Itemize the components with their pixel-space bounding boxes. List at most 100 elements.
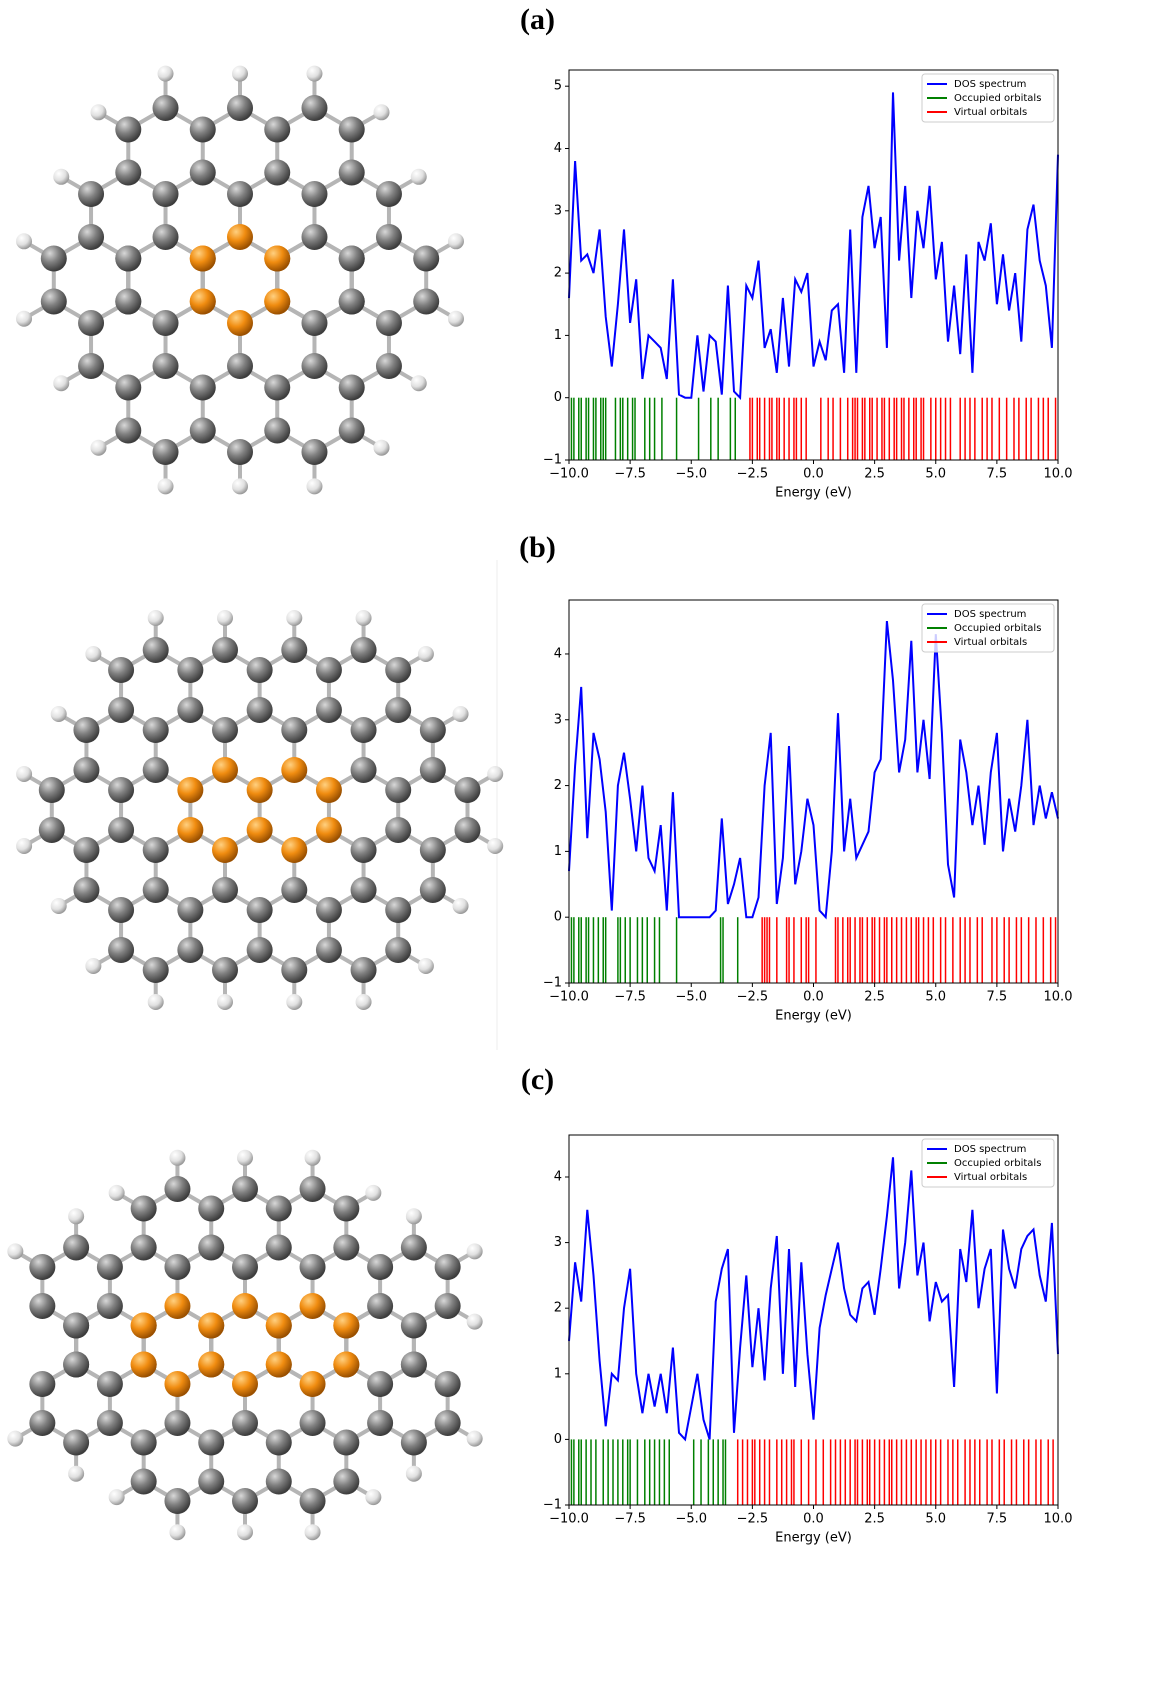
- hydrogen-atom: [467, 1431, 483, 1447]
- carbon-atom: [73, 757, 99, 783]
- carbon-atom: [164, 1410, 190, 1436]
- x-tick-label: 5.0: [925, 990, 946, 1005]
- hydrogen-atom: [356, 610, 372, 626]
- carbon-atom: [108, 897, 134, 923]
- carbon-atom: [198, 1469, 224, 1495]
- hydrogen-atom: [365, 1489, 381, 1505]
- carbon-atom: [401, 1352, 427, 1378]
- carbon-atom: [351, 757, 377, 783]
- dos-line: [569, 621, 1058, 917]
- boron-atom: [247, 777, 273, 803]
- x-tick-label: −5.0: [675, 467, 707, 482]
- chart-title: (a): [520, 3, 555, 36]
- carbon-atom: [29, 1293, 55, 1319]
- carbon-atom: [413, 246, 439, 272]
- carbon-atom: [153, 310, 179, 336]
- hydrogen-atom: [448, 233, 464, 249]
- hydrogen-atom: [237, 1524, 253, 1540]
- carbon-atom: [190, 160, 216, 186]
- boron-atom: [281, 837, 307, 863]
- x-axis-label: Energy (eV): [775, 486, 852, 501]
- carbon-atom: [63, 1430, 89, 1456]
- y-tick-label: −1: [543, 1498, 562, 1513]
- carbon-atom: [63, 1352, 89, 1378]
- boron-atom: [212, 837, 238, 863]
- carbon-atom: [367, 1293, 393, 1319]
- carbon-atom: [29, 1254, 55, 1280]
- carbon-atom: [247, 937, 273, 963]
- carbon-atom: [63, 1313, 89, 1339]
- y-tick-label: 2: [554, 1301, 562, 1316]
- carbon-atom: [333, 1235, 359, 1261]
- carbon-atom: [316, 937, 342, 963]
- hydrogen-atom: [365, 1185, 381, 1201]
- carbon-atom: [301, 353, 327, 379]
- dos-line: [569, 1157, 1058, 1439]
- hydrogen-atom: [7, 1431, 23, 1447]
- carbon-atom: [39, 777, 65, 803]
- legend-label: Virtual orbitals: [954, 637, 1027, 648]
- carbon-atom: [97, 1293, 123, 1319]
- x-tick-label: −2.5: [737, 990, 769, 1005]
- carbon-atom: [301, 224, 327, 250]
- carbon-atom: [198, 1196, 224, 1222]
- carbon-atom: [316, 697, 342, 723]
- plot-frame: [569, 70, 1058, 460]
- carbon-atom: [41, 289, 67, 315]
- hydrogen-atom: [158, 66, 174, 82]
- carbon-atom: [264, 117, 290, 143]
- y-tick-label: 4: [554, 1169, 562, 1184]
- hydrogen-atom: [109, 1489, 125, 1505]
- carbon-atom: [177, 897, 203, 923]
- carbon-atom: [247, 657, 273, 683]
- carbon-atom: [198, 1430, 224, 1456]
- carbon-atom: [190, 375, 216, 401]
- x-tick-label: 2.5: [864, 467, 885, 482]
- page: (a)−10.0−7.5−5.0−2.50.02.55.07.510.0−101…: [0, 0, 1171, 1699]
- carbon-atom: [164, 1488, 190, 1514]
- legend-label: Occupied orbitals: [954, 93, 1041, 104]
- boron-atom: [300, 1371, 326, 1397]
- x-tick-label: −10.0: [549, 1512, 589, 1527]
- carbon-atom: [281, 957, 307, 983]
- legend-label: Virtual orbitals: [954, 107, 1027, 118]
- carbon-atom: [247, 897, 273, 923]
- x-tick-label: 7.5: [987, 1512, 1008, 1527]
- carbon-atom: [232, 1410, 258, 1436]
- carbon-atom: [454, 777, 480, 803]
- hydrogen-atom: [467, 1243, 483, 1259]
- carbon-atom: [454, 817, 480, 843]
- x-axis-label: Energy (eV): [775, 1009, 852, 1024]
- hydrogen-atom: [85, 958, 101, 974]
- carbon-atom: [385, 897, 411, 923]
- carbon-atom: [212, 877, 238, 903]
- carbon-atom: [73, 877, 99, 903]
- carbon-atom: [143, 957, 169, 983]
- carbon-atom: [78, 224, 104, 250]
- carbon-atom: [108, 697, 134, 723]
- carbon-atom: [301, 439, 327, 465]
- hydrogen-atom: [305, 1524, 321, 1540]
- hydrogen-atom: [148, 994, 164, 1010]
- x-tick-label: −7.5: [614, 990, 646, 1005]
- hydrogen-atom: [286, 994, 302, 1010]
- legend-label: DOS spectrum: [954, 79, 1026, 90]
- carbon-atom: [212, 637, 238, 663]
- carbon-atom: [153, 224, 179, 250]
- carbon-atom: [367, 1410, 393, 1436]
- y-tick-label: 3: [554, 712, 562, 727]
- carbon-atom: [266, 1235, 292, 1261]
- x-tick-label: 0.0: [803, 1512, 824, 1527]
- carbon-atom: [232, 1488, 258, 1514]
- boron-atom: [190, 289, 216, 315]
- carbon-atom: [385, 657, 411, 683]
- carbon-atom: [301, 310, 327, 336]
- carbon-atom: [385, 937, 411, 963]
- carbon-atom: [385, 777, 411, 803]
- carbon-atom: [97, 1254, 123, 1280]
- hydrogen-atom: [217, 994, 233, 1010]
- hydrogen-atom: [217, 610, 233, 626]
- carbon-atom: [131, 1235, 157, 1261]
- carbon-atom: [401, 1235, 427, 1261]
- carbon-atom: [333, 1469, 359, 1495]
